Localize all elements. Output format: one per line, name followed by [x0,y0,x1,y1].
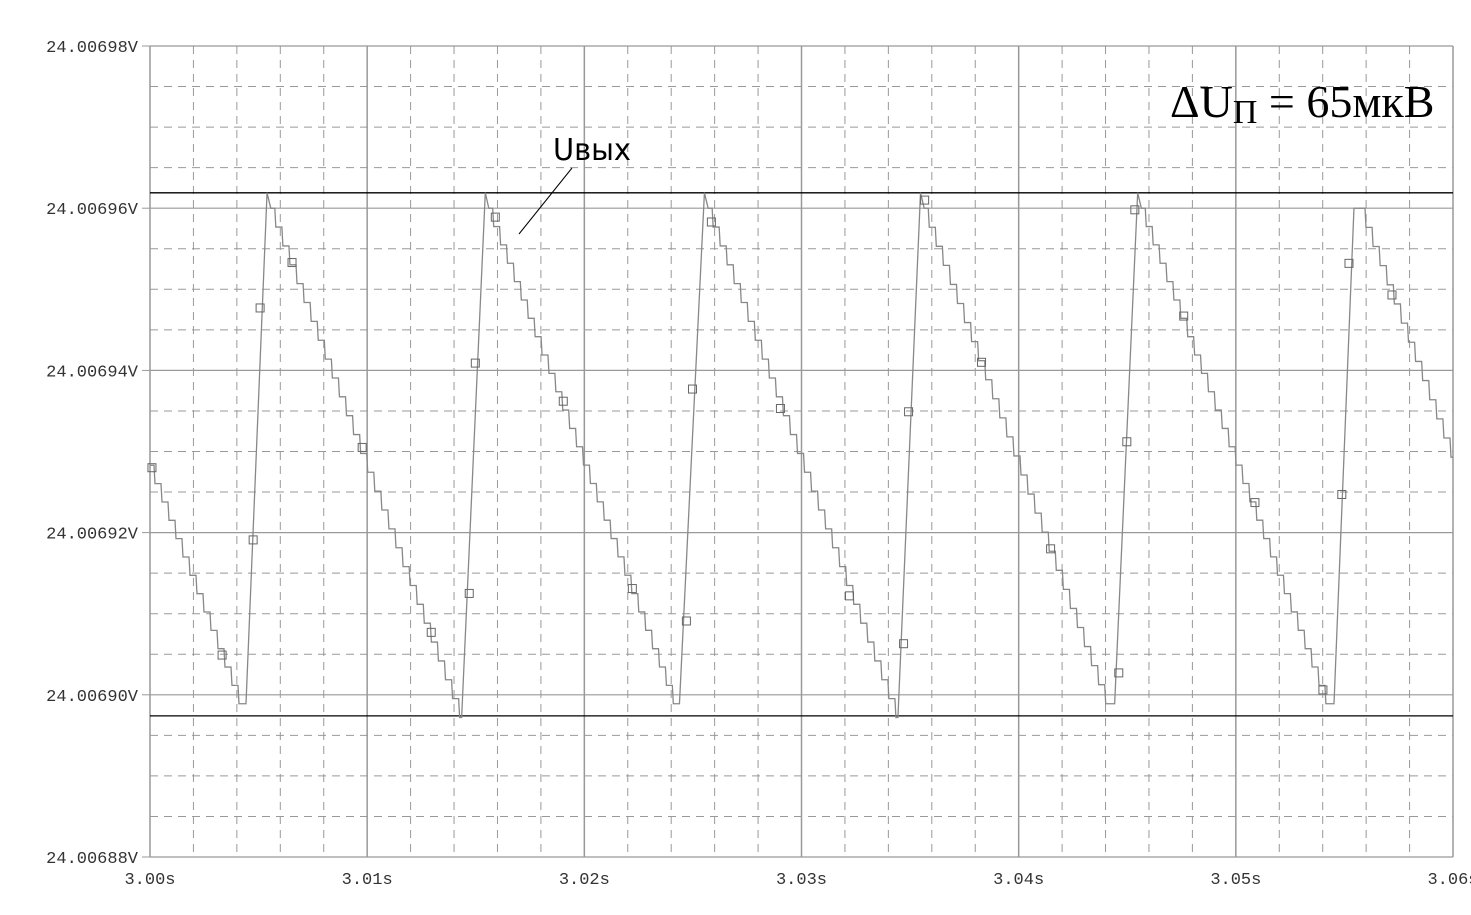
series-marker [1179,311,1189,321]
series-marker [681,616,691,626]
series-marker [687,384,697,394]
grid [149,45,1454,858]
y-tick-label: 24.00694V [46,363,139,382]
ripple-annotation: ΔUП = 65мкВ [1170,76,1434,131]
series-label-leader [518,167,573,235]
series-marker [1130,205,1140,215]
series-marker [1114,668,1124,678]
series-marker [1250,498,1260,508]
ripple-subscript: П [1233,94,1258,131]
series-marker [287,258,297,268]
series-marker [1344,258,1354,268]
series-marker [255,303,265,313]
y-tick-label: 24.00692V [46,526,139,545]
y-tick-label: 24.00688V [46,850,139,869]
series-marker [920,195,930,205]
series-marker [147,463,157,473]
cursor-lines [150,192,1453,717]
series-marker [464,588,474,598]
x-tick-label: 3.03s [776,871,827,890]
series-marker [904,407,914,417]
x-tick-label: 3.04s [993,871,1044,890]
y-tick-label: 24.00696V [46,201,139,220]
series-marker [1387,290,1397,300]
series-marker [357,442,367,452]
axis-ticks: 24.00688V 24.00690V 24.00692V 24.00694V 24.0… [46,39,1471,890]
series-marker [558,396,568,406]
series-marker [706,217,716,227]
series-marker [248,535,258,545]
series-marker [844,591,854,601]
ripple-delta: ΔU [1170,76,1233,127]
series-marker [490,212,500,222]
series-line [150,192,1453,719]
ripple-value: = 65мкВ [1257,76,1434,127]
x-tick-label: 3.02s [559,871,610,890]
y-tick-label: 24.00690V [46,688,139,707]
series-marker [899,639,909,649]
series-marker [426,627,436,637]
series-marker [470,358,480,368]
series-marker [1046,544,1056,554]
series-marker [775,404,785,414]
x-tick-label: 3.01s [342,871,393,890]
series-marker [1122,437,1132,447]
x-tick-label: 3.06s [1427,871,1471,890]
series-marker [1318,685,1328,695]
y-tick-label: 24.00698V [46,39,139,58]
series-label: Uвых [553,133,631,168]
series-marker [977,357,987,367]
x-tick-label: 3.05s [1210,871,1261,890]
series-marker [627,584,637,594]
series-marker [217,650,227,660]
x-tick-label: 3.00s [124,871,175,890]
series-uvyh [147,192,1453,719]
series-marker [1337,489,1347,499]
